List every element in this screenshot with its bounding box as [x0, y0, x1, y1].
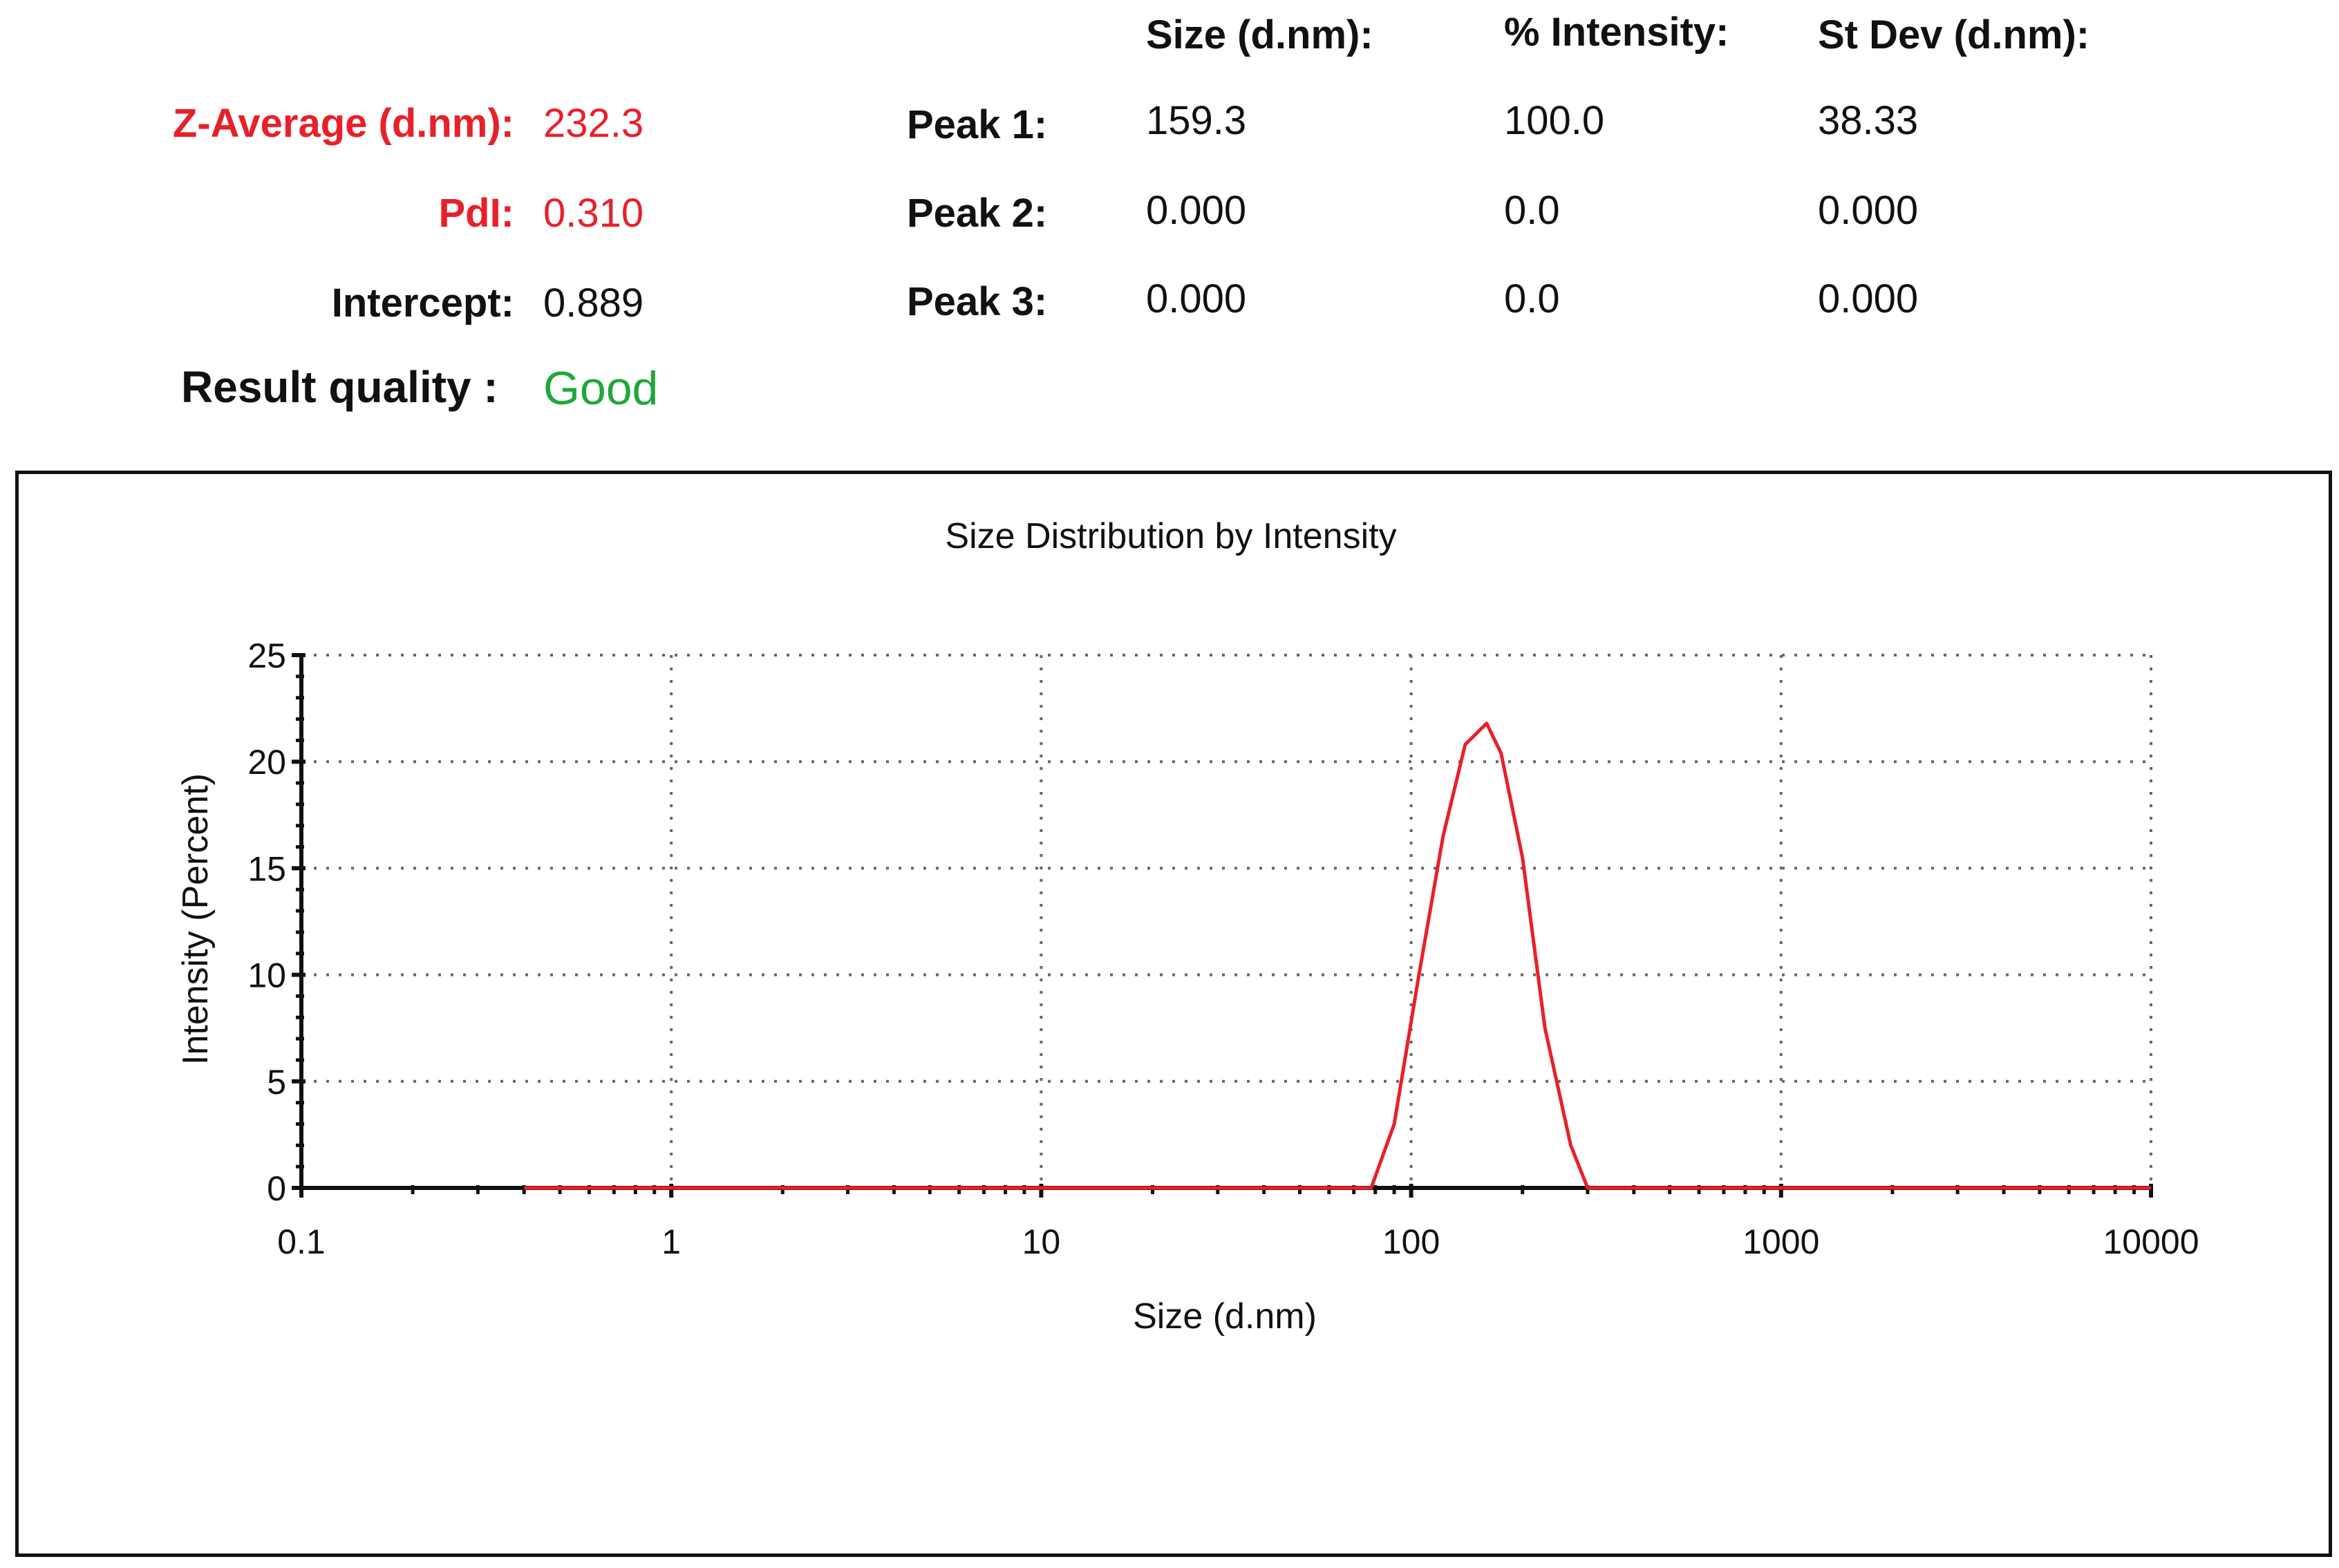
x-tick-label: 100	[1382, 1222, 1440, 1261]
peak-3-intensity: 0.0	[1504, 276, 1560, 321]
peak-2-size: 0.000	[1146, 188, 1247, 233]
peak-3-stdev: 0.000	[1818, 276, 1919, 321]
x-tick-label: 1	[661, 1222, 681, 1261]
peak-2-label: Peak 2:	[907, 191, 1048, 236]
header-intensity: % Intensity:	[1504, 10, 1729, 55]
peak-1-size: 159.3	[1146, 98, 1247, 143]
labels: Size Distribution by Intensity Size (d.n…	[176, 516, 2199, 1336]
y-axis-label: Intensity (Percent)	[176, 773, 216, 1065]
y-tick-label: 10	[247, 956, 286, 995]
header-size: Size (d.nm):	[1146, 12, 1373, 57]
peak-3-size: 0.000	[1146, 276, 1247, 321]
x-tick-label: 10000	[2103, 1222, 2199, 1261]
result-quality-value: Good	[543, 362, 659, 415]
y-tick-label: 25	[247, 636, 286, 675]
peak-1-intensity: 100.0	[1504, 98, 1605, 143]
grid	[301, 654, 2152, 1188]
chart-frame	[15, 471, 2332, 1557]
pdi-label: PdI:	[438, 191, 514, 236]
y-tick-label: 20	[247, 743, 286, 782]
series-layer	[524, 721, 2151, 1190]
y-tick-label: 5	[267, 1063, 286, 1102]
x-axis-label: Size (d.nm)	[1133, 1296, 1317, 1336]
peak-2-intensity: 0.0	[1504, 188, 1560, 233]
chart-title: Size Distribution by Intensity	[945, 516, 1396, 556]
intensity-series-line	[524, 721, 2151, 1190]
peak-1-stdev: 38.33	[1818, 98, 1919, 143]
y-tick-label: 0	[267, 1169, 286, 1208]
intercept-label: Intercept:	[331, 281, 514, 325]
result-quality-label: Result quality :	[181, 362, 498, 412]
y-tick-label: 15	[247, 849, 286, 888]
peak-3-label: Peak 3:	[907, 279, 1048, 324]
header-stdev: St Dev (d.nm):	[1818, 12, 2090, 57]
x-tick-label: 0.1	[277, 1222, 326, 1261]
pdi-value: 0.310	[543, 191, 644, 236]
x-tick-label: 10	[1022, 1222, 1061, 1261]
axes	[292, 653, 2153, 1198]
x-tick-label: 1000	[1742, 1222, 1819, 1261]
peak-1-label: Peak 1:	[907, 102, 1048, 147]
intercept-value: 0.889	[543, 281, 644, 325]
z-average-label: Z-Average (d.nm):	[172, 101, 514, 146]
peak-2-stdev: 0.000	[1818, 188, 1919, 233]
z-average-value: 232.3	[543, 101, 644, 146]
